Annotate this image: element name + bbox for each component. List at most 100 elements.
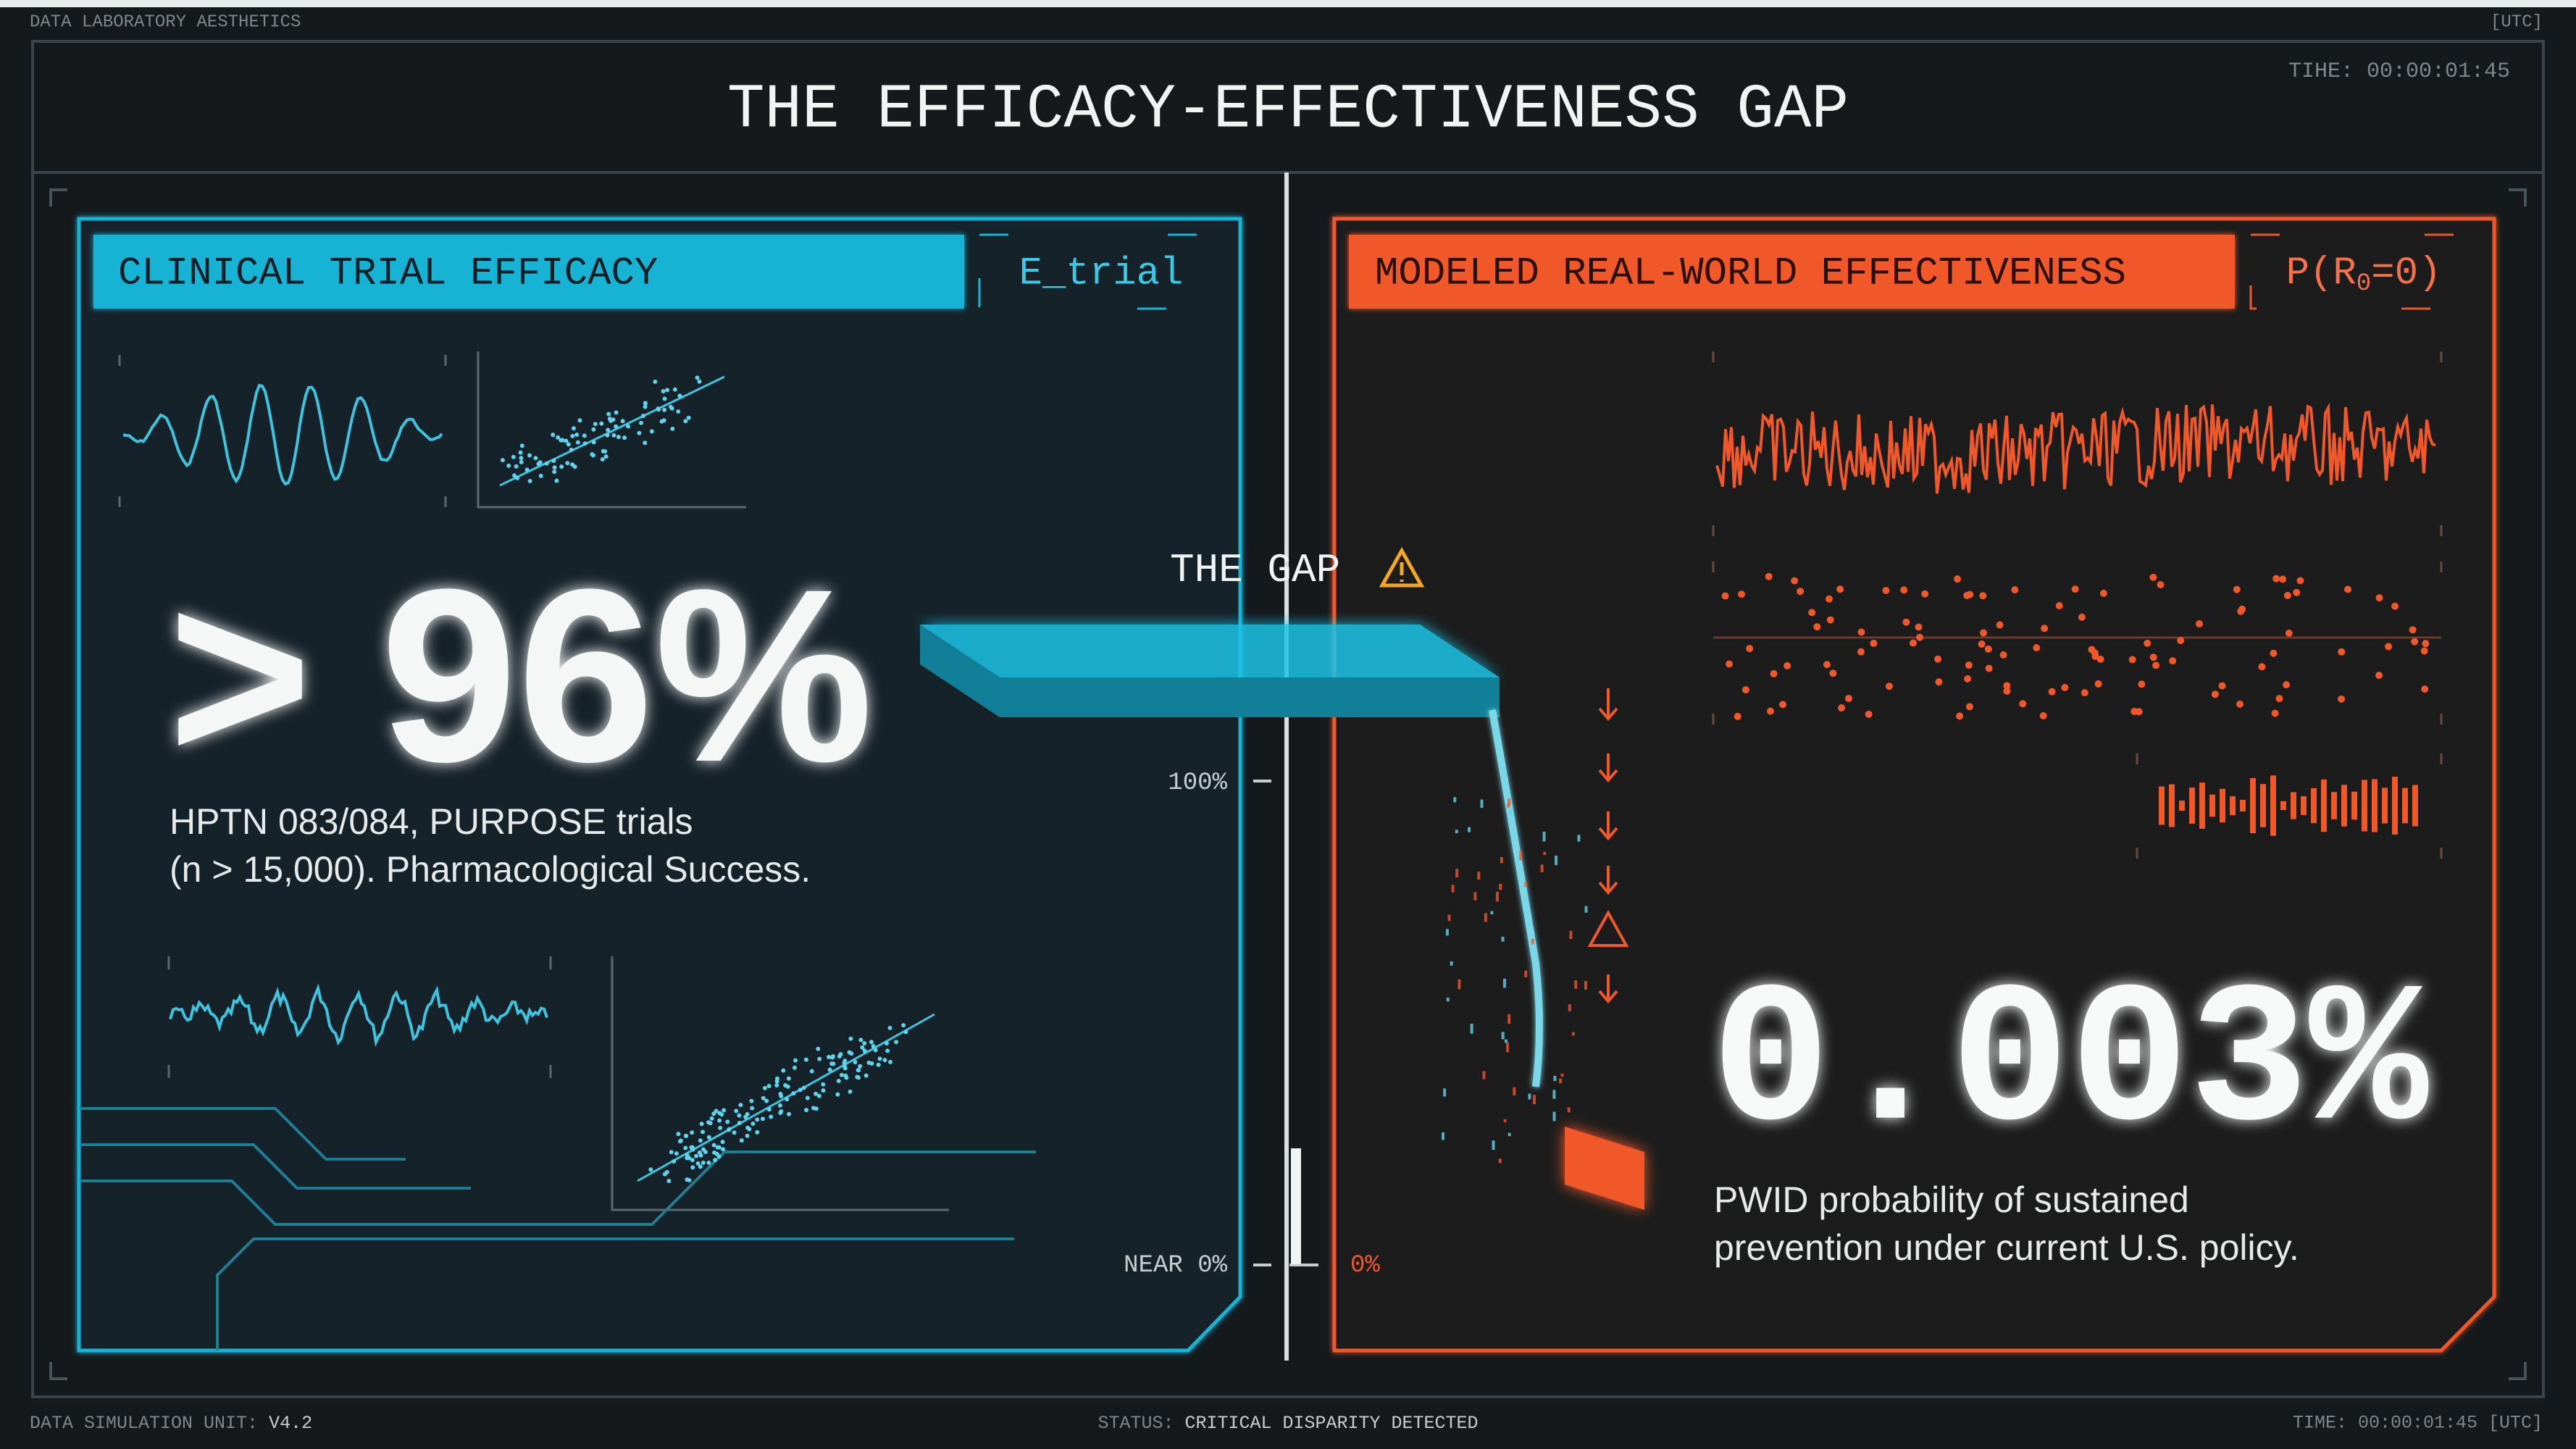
scatter-dot xyxy=(792,1065,797,1070)
scatter-dot xyxy=(855,1074,860,1080)
scatter-dot xyxy=(2236,700,2244,708)
scatter-dot xyxy=(1870,639,1878,647)
scatter-dot xyxy=(643,404,648,409)
scatter-dot xyxy=(798,1087,803,1093)
scatter-dot xyxy=(1770,669,1778,677)
scatter-dot xyxy=(882,1058,887,1063)
signal-bar xyxy=(2260,784,2266,827)
signal-bar xyxy=(2189,788,2195,824)
scatter-dot xyxy=(817,1056,822,1061)
scatter-dot xyxy=(603,454,609,459)
particle xyxy=(1468,827,1471,832)
scatter-dot xyxy=(2055,602,2063,610)
right-caption-line: prevention under current U.S. policy. xyxy=(1714,1227,2299,1268)
scatter-dot xyxy=(876,1062,881,1067)
particle xyxy=(1559,1078,1563,1084)
scatter-dot xyxy=(626,424,631,429)
scatter-dot xyxy=(640,414,645,419)
scatter-dot xyxy=(2128,656,2136,664)
scale-top: 100% xyxy=(1168,769,1227,797)
scatter-dot xyxy=(559,464,564,469)
scatter-dot xyxy=(745,1133,750,1138)
scatter-dot xyxy=(527,453,532,458)
scatter-dot xyxy=(574,433,580,438)
left-tag: E_trial xyxy=(1019,251,1184,296)
scatter-dot xyxy=(684,1133,689,1138)
scatter-dot xyxy=(785,1097,790,1102)
scatter-dot xyxy=(554,478,559,483)
particle xyxy=(1502,978,1506,988)
scatter-dot xyxy=(737,1120,742,1125)
scatter-dot xyxy=(2071,585,2079,593)
scatter-dot xyxy=(512,473,517,478)
particle xyxy=(1505,1039,1508,1043)
scatter-dot xyxy=(662,407,667,412)
scatter-dot xyxy=(860,1045,865,1050)
scatter-dot xyxy=(1978,640,1986,648)
scatter-dot xyxy=(827,1054,832,1059)
scatter-dot xyxy=(901,1023,906,1028)
scatter-dot xyxy=(1857,648,1865,656)
scatter-dot xyxy=(871,1043,876,1048)
scatter-dot xyxy=(1813,623,1821,631)
particle xyxy=(1450,961,1453,966)
particle xyxy=(1552,1090,1556,1099)
scatter-dot xyxy=(648,1167,653,1172)
particle xyxy=(1533,1095,1536,1105)
scatter-dot xyxy=(1900,586,1908,594)
scatter-dot xyxy=(801,1085,806,1090)
scatter-dot xyxy=(1902,618,1910,626)
particle xyxy=(1503,1119,1507,1123)
scatter-dot xyxy=(1996,621,2004,629)
particle xyxy=(1495,891,1499,902)
scatter-dot xyxy=(774,1083,779,1088)
scatter-dot xyxy=(1921,590,1929,598)
scatter-dot xyxy=(717,1118,722,1123)
signal-bar xyxy=(2280,801,2286,811)
scatter-dot xyxy=(564,438,569,443)
scatter-dot xyxy=(858,1064,863,1069)
scatter-dot xyxy=(869,1040,874,1045)
scatter-dot xyxy=(591,427,596,432)
scatter-dot xyxy=(2096,655,2104,663)
scatter-dot xyxy=(1935,678,1943,686)
scatter-dot xyxy=(2275,695,2283,703)
scatter-dot xyxy=(1823,661,1831,669)
scale-ticks xyxy=(1253,780,1318,1266)
scatter-dot xyxy=(672,387,677,392)
particle xyxy=(1543,851,1547,856)
particle xyxy=(1482,1071,1486,1080)
scatter-dot xyxy=(538,460,543,465)
warning-icon xyxy=(1379,546,1425,588)
scatter-dot xyxy=(1779,701,1787,709)
left-tag-box xyxy=(978,233,1226,310)
scatter-dot xyxy=(1857,628,1865,636)
scatter-dot xyxy=(695,375,700,380)
particle xyxy=(1513,1087,1516,1095)
scatter-dot xyxy=(701,1147,706,1152)
scatter-dot xyxy=(643,401,648,406)
right-tag: P(R0=0) xyxy=(2286,251,2442,298)
particle xyxy=(1499,883,1502,890)
signal-bar xyxy=(2199,782,2205,829)
footer-status-value: CRITICAL DISPARITY DETECTED xyxy=(1184,1413,1478,1434)
scatter-dot xyxy=(668,404,673,409)
footer-time: TIME: 00:00:01:45 [UTC] xyxy=(2293,1413,2543,1434)
scatter-dot xyxy=(514,464,519,469)
scatter-dot xyxy=(821,1088,826,1093)
scatter-dot xyxy=(787,1111,792,1116)
scatter-dot xyxy=(2152,661,2160,669)
scatter-dot xyxy=(2296,577,2304,585)
scatter-dot xyxy=(863,1073,869,1078)
scatter-dot xyxy=(606,427,611,433)
particle xyxy=(1490,911,1494,915)
scatter-dot xyxy=(2411,638,2419,646)
scatter-dot xyxy=(544,461,549,466)
scatter-dot xyxy=(616,435,621,440)
top-edge xyxy=(0,0,2576,7)
scatter-dot xyxy=(717,1111,722,1116)
scatter-dot xyxy=(1882,586,1890,594)
scatter-dot xyxy=(862,1048,867,1053)
scatter-dot xyxy=(711,1111,716,1116)
scatter-dot xyxy=(830,1054,835,1059)
